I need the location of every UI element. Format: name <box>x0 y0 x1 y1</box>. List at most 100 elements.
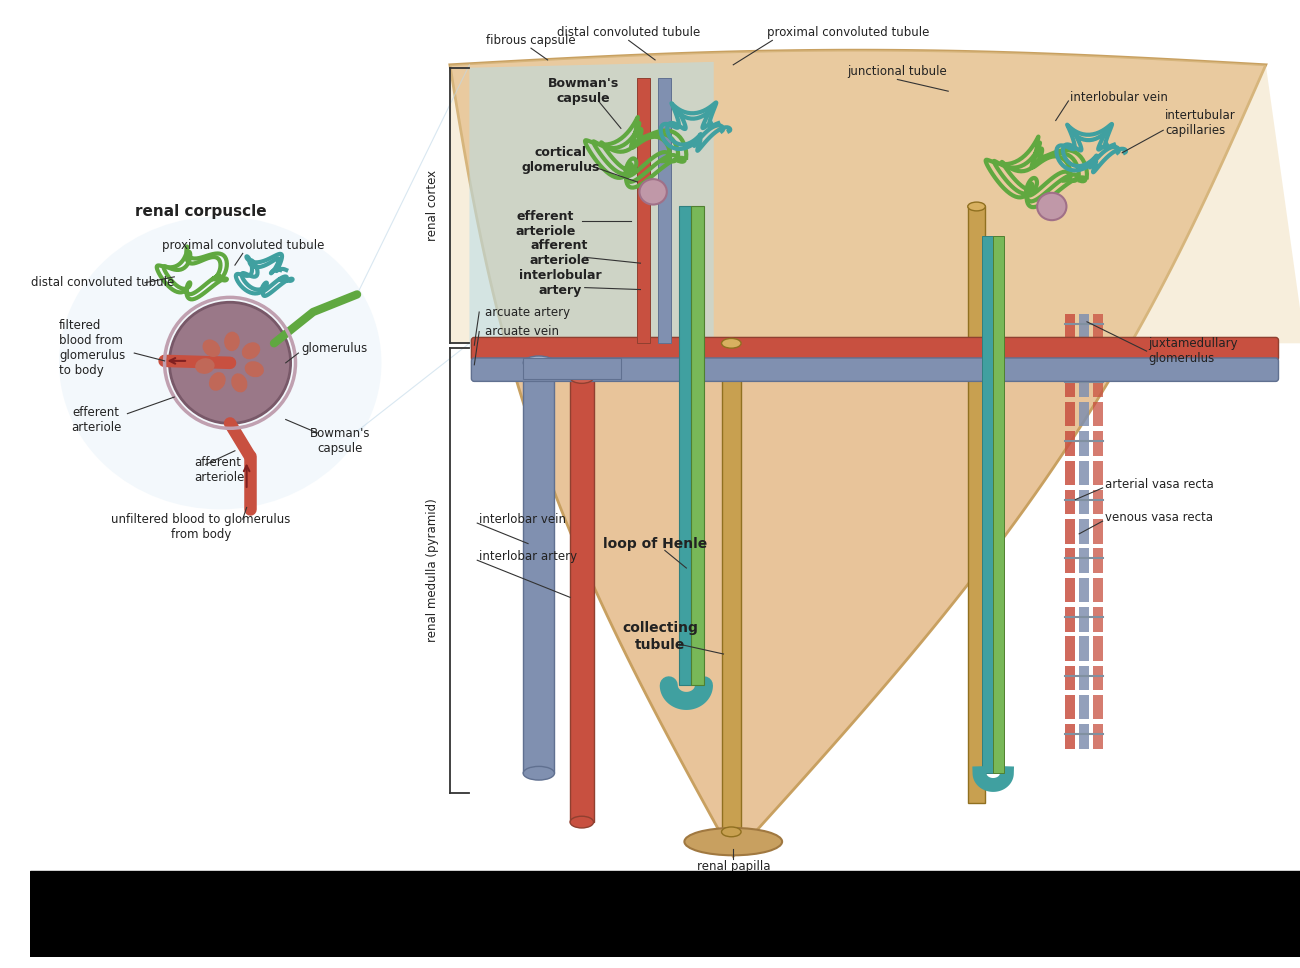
Bar <box>1093 636 1102 661</box>
Ellipse shape <box>242 343 260 359</box>
Ellipse shape <box>244 361 264 378</box>
Bar <box>1066 607 1075 631</box>
Text: glomerulus: glomerulus <box>302 342 368 354</box>
Bar <box>1079 490 1089 514</box>
Bar <box>1079 607 1089 631</box>
Text: arcuate vein: arcuate vein <box>485 325 559 338</box>
Bar <box>1079 431 1089 456</box>
Ellipse shape <box>571 372 594 383</box>
Bar <box>993 236 1004 773</box>
Text: fibrous capsule: fibrous capsule <box>486 34 576 46</box>
Text: collecting
tubule: collecting tubule <box>621 621 698 651</box>
Bar <box>1079 519 1089 544</box>
Text: junctional tubule: junctional tubule <box>848 65 948 78</box>
Text: interlobular
artery: interlobular artery <box>519 269 602 297</box>
Bar <box>523 358 621 379</box>
Text: Bowman's
capsule: Bowman's capsule <box>549 77 619 106</box>
Ellipse shape <box>224 332 239 351</box>
Ellipse shape <box>209 372 226 391</box>
Bar <box>722 344 741 832</box>
Bar <box>1079 402 1089 426</box>
Text: arcuate artery: arcuate artery <box>485 306 571 318</box>
Bar <box>1093 314 1102 339</box>
Bar <box>1093 431 1102 456</box>
Ellipse shape <box>58 216 381 509</box>
Text: efferent
arteriole: efferent arteriole <box>516 210 576 238</box>
Bar <box>1093 519 1102 544</box>
Text: interlobar artery: interlobar artery <box>480 550 577 562</box>
Bar <box>1093 344 1102 368</box>
Bar <box>30 871 1300 957</box>
Bar <box>1093 607 1102 631</box>
Ellipse shape <box>195 358 215 374</box>
Bar <box>1093 666 1102 690</box>
Bar <box>1093 402 1102 426</box>
Polygon shape <box>469 62 714 348</box>
Bar <box>1093 373 1102 397</box>
Ellipse shape <box>571 816 594 828</box>
Ellipse shape <box>722 339 741 348</box>
Ellipse shape <box>1037 193 1066 220</box>
Circle shape <box>169 302 291 423</box>
Bar <box>1079 724 1089 749</box>
Ellipse shape <box>203 340 220 357</box>
Bar <box>1079 549 1089 573</box>
Text: proximal convoluted tubule: proximal convoluted tubule <box>161 239 324 252</box>
Text: unfiltered blood to glomerulus
from body: unfiltered blood to glomerulus from body <box>111 513 290 541</box>
Bar <box>1066 402 1075 426</box>
Text: efferent
arteriole: efferent arteriole <box>72 406 121 434</box>
Polygon shape <box>450 50 1266 857</box>
Bar <box>1066 519 1075 544</box>
Bar <box>1066 314 1075 339</box>
FancyBboxPatch shape <box>472 338 1278 361</box>
Text: interlobar vein: interlobar vein <box>480 513 567 526</box>
Text: afferent
arteriole: afferent arteriole <box>194 456 244 484</box>
Text: loop of Henle: loop of Henle <box>603 536 707 551</box>
Ellipse shape <box>523 767 554 780</box>
Text: interlobular vein: interlobular vein <box>1070 91 1169 104</box>
Bar <box>1066 666 1075 690</box>
Bar <box>967 206 985 802</box>
Text: renal medulla (pyramid): renal medulla (pyramid) <box>426 499 439 642</box>
Bar <box>1093 724 1102 749</box>
Text: distal convoluted tubule: distal convoluted tubule <box>31 276 174 289</box>
Bar <box>1079 666 1089 690</box>
Bar <box>983 236 993 773</box>
Ellipse shape <box>523 356 554 370</box>
Bar <box>1066 344 1075 368</box>
Text: afferent
arteriole: afferent arteriole <box>529 239 589 267</box>
Text: filtered
blood from
glomerulus
to body: filtered blood from glomerulus to body <box>58 319 125 378</box>
Bar <box>1079 578 1089 602</box>
Bar <box>1093 461 1102 485</box>
Bar <box>1079 373 1089 397</box>
Ellipse shape <box>684 828 783 856</box>
Bar <box>1066 431 1075 456</box>
Bar <box>523 363 554 773</box>
Bar <box>1079 461 1089 485</box>
Bar <box>1079 344 1089 368</box>
Text: distal convoluted tubule: distal convoluted tubule <box>558 26 701 39</box>
Bar <box>679 206 692 685</box>
Bar <box>1079 636 1089 661</box>
Bar <box>1066 578 1075 602</box>
Bar <box>637 77 650 344</box>
Text: renal cortex: renal cortex <box>426 170 439 241</box>
Text: venous vasa recta: venous vasa recta <box>1105 511 1213 524</box>
Ellipse shape <box>967 202 985 211</box>
Text: renal corpuscle: renal corpuscle <box>135 204 266 219</box>
Bar <box>1093 578 1102 602</box>
Bar <box>692 206 703 685</box>
Text: juxtamedullary
glomerulus: juxtamedullary glomerulus <box>1148 337 1238 365</box>
Text: Image ID: BB4H9F: Image ID: BB4H9F <box>1096 891 1197 900</box>
Polygon shape <box>450 50 1300 344</box>
Bar <box>1079 314 1089 339</box>
Text: intertubular
capillaries: intertubular capillaries <box>1165 109 1236 137</box>
Ellipse shape <box>640 179 667 204</box>
Text: www.alamy.com: www.alamy.com <box>1071 911 1197 924</box>
Bar <box>1066 549 1075 573</box>
Bar <box>1066 373 1075 397</box>
Bar <box>1079 695 1089 719</box>
Text: cortical
glomerulus: cortical glomerulus <box>521 145 599 173</box>
Bar <box>1066 695 1075 719</box>
Bar <box>658 77 671 344</box>
